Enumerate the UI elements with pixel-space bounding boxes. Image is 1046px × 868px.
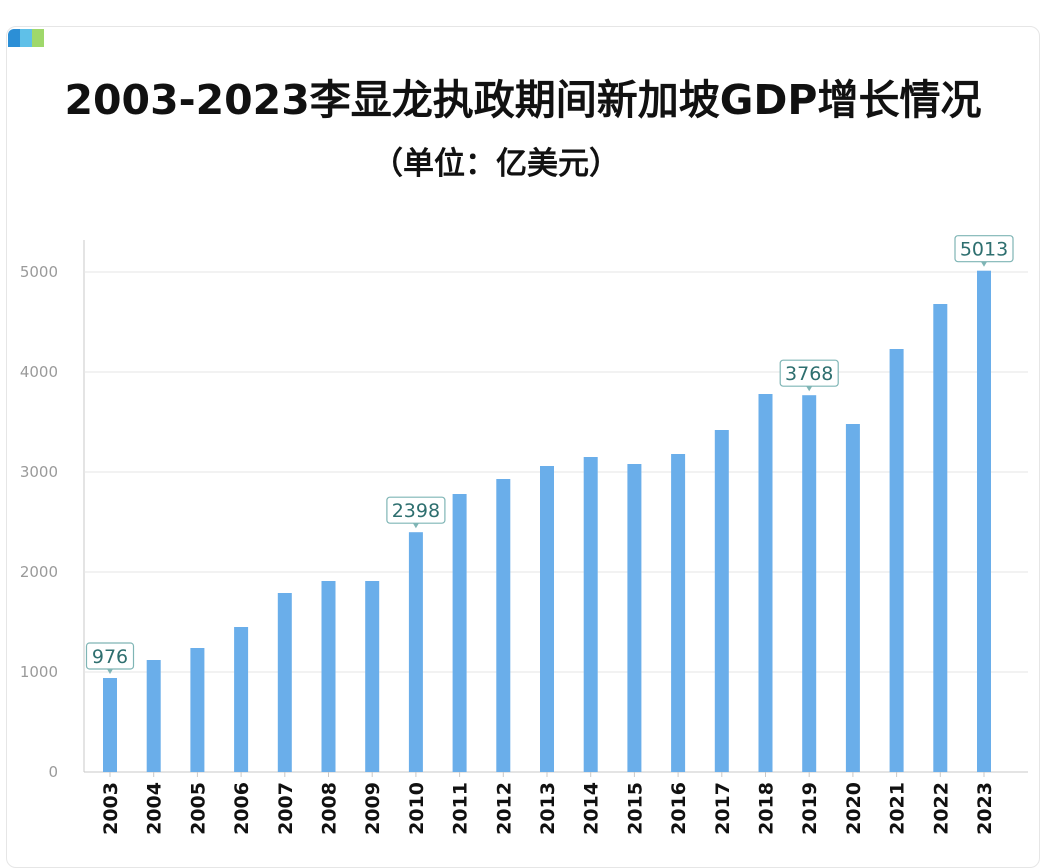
chart-title: 2003-2023李显龙执政期间新加坡GDP增长情况 [64, 76, 982, 124]
bar-2003 [103, 678, 117, 772]
y-tick-label: 3000 [20, 463, 58, 481]
x-tick-label: 2020 [843, 782, 865, 835]
bar-2015 [627, 464, 642, 772]
data-label-pointer [107, 669, 113, 674]
y-tick-label: 1000 [20, 663, 58, 681]
chart-card [6, 26, 1040, 868]
x-tick-label: 2006 [231, 782, 253, 835]
x-tick-label: 2003 [100, 782, 122, 835]
x-tick-label: 2014 [581, 782, 603, 835]
data-label: 5013 [960, 239, 1008, 261]
bar-2010 [408, 532, 423, 772]
x-tick-label: 2015 [624, 782, 646, 835]
chart-subtitle: （单位：亿美元） [372, 146, 620, 182]
y-tick-label: 5000 [20, 263, 58, 281]
data-label: 2398 [392, 500, 440, 522]
x-tick-label: 2016 [668, 782, 690, 835]
x-tick-label: 2008 [319, 782, 341, 835]
bar-2006 [234, 627, 249, 772]
data-label: 976 [92, 646, 128, 668]
x-tick-label: 2004 [144, 782, 166, 835]
bar-2005 [190, 648, 205, 772]
x-tick-label: 2012 [493, 782, 515, 835]
data-label: 3768 [785, 363, 833, 385]
y-tick-label: 4000 [20, 363, 58, 381]
x-tick-label: 2010 [406, 782, 428, 835]
bar-2009 [365, 581, 380, 772]
bar-2004 [146, 660, 161, 772]
bar-2007 [277, 593, 292, 772]
bar-2020 [845, 424, 860, 772]
bar-2023 [977, 270, 991, 772]
bar-2021 [889, 349, 904, 772]
x-tick-label: 2021 [887, 782, 909, 835]
y-tick-label: 0 [48, 763, 58, 781]
bar-2019 [802, 395, 817, 772]
bar-2022 [933, 304, 948, 772]
x-tick-label: 2011 [450, 782, 472, 835]
x-tick-label: 2023 [974, 782, 996, 835]
bar-2012 [496, 479, 511, 772]
bar-2013 [540, 466, 554, 772]
x-tick-label: 2017 [712, 782, 734, 835]
x-tick-label: 2018 [756, 782, 778, 835]
x-tick-label: 2019 [799, 782, 821, 835]
x-tick-label: 2009 [362, 782, 384, 835]
data-label-pointer [412, 523, 419, 529]
y-tick-label: 2000 [20, 563, 58, 581]
bar-2018 [758, 394, 773, 772]
bar-2017 [714, 430, 729, 772]
bar-2011 [452, 494, 467, 772]
x-tick-label: 2007 [275, 782, 297, 835]
corner-mark-icon [8, 29, 44, 47]
bar-2014 [583, 457, 598, 772]
x-tick-label: 2005 [187, 782, 209, 835]
data-label-pointer [806, 386, 813, 392]
bar-2016 [671, 454, 686, 772]
data-label-pointer [981, 261, 987, 267]
x-tick-label: 2013 [537, 782, 559, 835]
bar-2008 [321, 581, 336, 772]
x-tick-label: 2022 [930, 782, 952, 835]
